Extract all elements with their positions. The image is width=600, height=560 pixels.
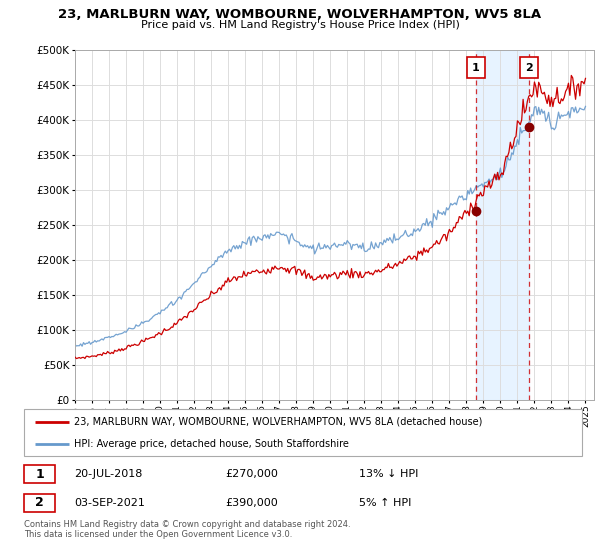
Text: Contains HM Land Registry data © Crown copyright and database right 2024.
This d: Contains HM Land Registry data © Crown c… [24, 520, 350, 539]
Text: 23, MARLBURN WAY, WOMBOURNE, WOLVERHAMPTON, WV5 8LA (detached house): 23, MARLBURN WAY, WOMBOURNE, WOLVERHAMPT… [74, 417, 482, 427]
Text: 1: 1 [472, 63, 479, 73]
Text: 23, MARLBURN WAY, WOMBOURNE, WOLVERHAMPTON, WV5 8LA: 23, MARLBURN WAY, WOMBOURNE, WOLVERHAMPT… [58, 8, 542, 21]
Text: 1: 1 [35, 468, 44, 480]
Text: 03-SEP-2021: 03-SEP-2021 [74, 498, 145, 508]
FancyBboxPatch shape [467, 58, 485, 78]
Text: HPI: Average price, detached house, South Staffordshire: HPI: Average price, detached house, Sout… [74, 438, 349, 449]
Text: 20-JUL-2018: 20-JUL-2018 [74, 469, 143, 479]
Text: 13% ↓ HPI: 13% ↓ HPI [359, 469, 418, 479]
FancyBboxPatch shape [24, 494, 55, 512]
FancyBboxPatch shape [24, 465, 55, 483]
Text: £270,000: £270,000 [225, 469, 278, 479]
FancyBboxPatch shape [520, 58, 538, 78]
Text: Price paid vs. HM Land Registry's House Price Index (HPI): Price paid vs. HM Land Registry's House … [140, 20, 460, 30]
Text: £390,000: £390,000 [225, 498, 278, 508]
Text: 2: 2 [35, 496, 44, 510]
Text: 2: 2 [525, 63, 533, 73]
Bar [476, 50, 529, 400]
FancyBboxPatch shape [24, 409, 582, 456]
Text: 5% ↑ HPI: 5% ↑ HPI [359, 498, 411, 508]
